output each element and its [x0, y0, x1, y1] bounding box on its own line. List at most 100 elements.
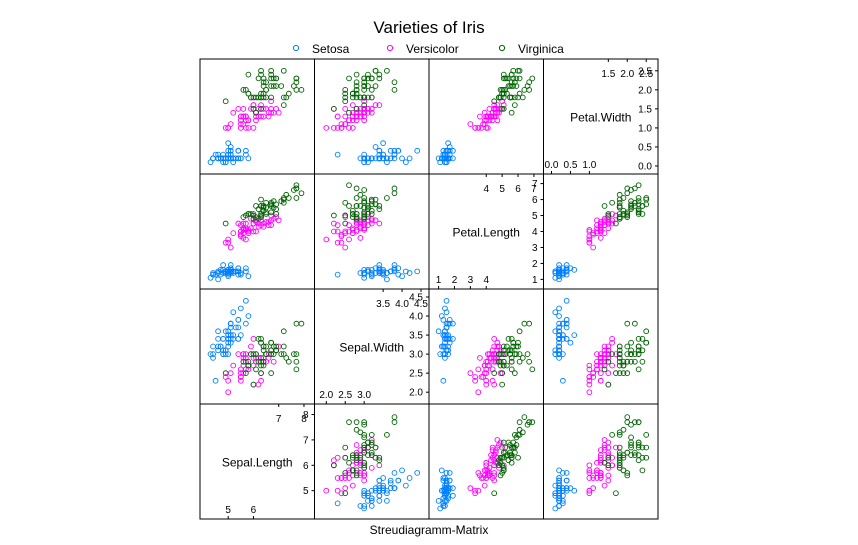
point-setosa [443, 320, 450, 327]
point-virginica [250, 381, 257, 388]
point-virginica [273, 83, 280, 89]
point-virginica [361, 434, 368, 441]
point-virginica [391, 190, 398, 197]
point-virginica [384, 432, 390, 438]
point-versicolor [594, 358, 600, 365]
point-setosa [361, 492, 368, 499]
point-versicolor [255, 223, 262, 230]
point-setosa [380, 485, 386, 492]
point-setosa [437, 505, 444, 512]
point-versicolor [597, 355, 604, 361]
point-setosa [440, 377, 447, 384]
point-setosa [552, 309, 559, 316]
point-virginica [346, 203, 352, 209]
point-versicolor [268, 106, 274, 112]
point-virginica [298, 190, 305, 197]
point-virginica [240, 358, 247, 365]
point-versicolor [353, 442, 360, 448]
point-virginica [628, 439, 634, 446]
diag-tick-label-high: 2.0 [620, 69, 634, 80]
point-setosa [380, 266, 386, 273]
point-setosa [571, 487, 578, 494]
point-virginica [260, 94, 267, 101]
point-virginica [222, 98, 229, 105]
point-versicolor [601, 347, 608, 354]
point-virginica [349, 94, 356, 101]
point-virginica [293, 358, 300, 365]
point-setosa [210, 351, 216, 357]
point-setosa [556, 320, 562, 327]
point-setosa [212, 151, 219, 158]
point-setosa [567, 485, 574, 492]
point-setosa [438, 467, 445, 474]
point-setosa [361, 505, 368, 512]
point-virginica [511, 102, 518, 108]
point-versicolor [475, 366, 482, 373]
point-versicolor [605, 465, 612, 471]
point-setosa [380, 151, 386, 158]
point-versicolor [483, 366, 490, 373]
point-virginica [500, 467, 507, 474]
point-versicolor [590, 244, 597, 251]
point-versicolor [483, 377, 490, 384]
point-versicolor [361, 113, 368, 120]
point-versicolor [240, 370, 247, 377]
point-setosa [380, 140, 386, 147]
point-setosa [387, 155, 394, 162]
point-virginica [605, 462, 612, 469]
point-setosa [245, 313, 252, 319]
point-virginica [270, 343, 277, 350]
point-virginica [616, 343, 623, 350]
point-virginica [285, 90, 292, 97]
point-setosa [440, 351, 447, 357]
variable-name-label: Petal.Length [453, 226, 520, 240]
diag-tick-label-low: 4 [483, 275, 489, 286]
point-virginica [499, 370, 505, 377]
point-virginica [283, 355, 290, 361]
diagonal-ticks: 5 6 7 8 5 6 7 8 [225, 404, 315, 519]
panel-border [199, 173, 315, 290]
point-versicolor [346, 236, 352, 243]
point-versicolor [491, 102, 498, 108]
point-virginica [268, 71, 274, 78]
point-virginica [510, 444, 517, 451]
point-setosa [232, 268, 239, 275]
point-versicolor [605, 343, 612, 350]
point-versicolor [597, 225, 604, 232]
point-virginica [280, 328, 287, 335]
point-virginica [260, 347, 267, 354]
point-setosa [563, 297, 570, 304]
point-setosa [406, 475, 413, 481]
point-virginica [376, 71, 383, 78]
point-virginica [391, 419, 398, 426]
point-versicolor [492, 109, 499, 116]
point-virginica [353, 195, 360, 201]
point-virginica [510, 339, 517, 346]
point-virginica [643, 444, 650, 451]
point-setosa [210, 271, 216, 278]
point-virginica [508, 79, 515, 86]
point-setosa [215, 155, 221, 162]
point-versicolor [613, 351, 619, 357]
point-setosa [225, 343, 232, 350]
point-virginica [368, 439, 375, 446]
point-versicolor [601, 351, 608, 357]
point-versicolor [237, 366, 244, 373]
point-versicolor [601, 343, 608, 350]
point-virginica [250, 215, 257, 222]
point-virginica [631, 358, 638, 365]
legend-label-virginica: Virginica [518, 42, 564, 56]
point-virginica [268, 201, 274, 208]
diag-axis-label: 1 [532, 275, 538, 286]
point-virginica [255, 206, 262, 213]
point-virginica [624, 472, 631, 479]
point-virginica [391, 185, 398, 192]
point-virginica [511, 449, 518, 456]
point-versicolor [338, 121, 345, 127]
point-versicolor [342, 485, 349, 492]
point-versicolor [586, 475, 593, 481]
point-virginica [500, 358, 507, 365]
point-virginica [624, 343, 631, 350]
point-setosa [556, 351, 562, 357]
point-virginica [372, 454, 379, 461]
